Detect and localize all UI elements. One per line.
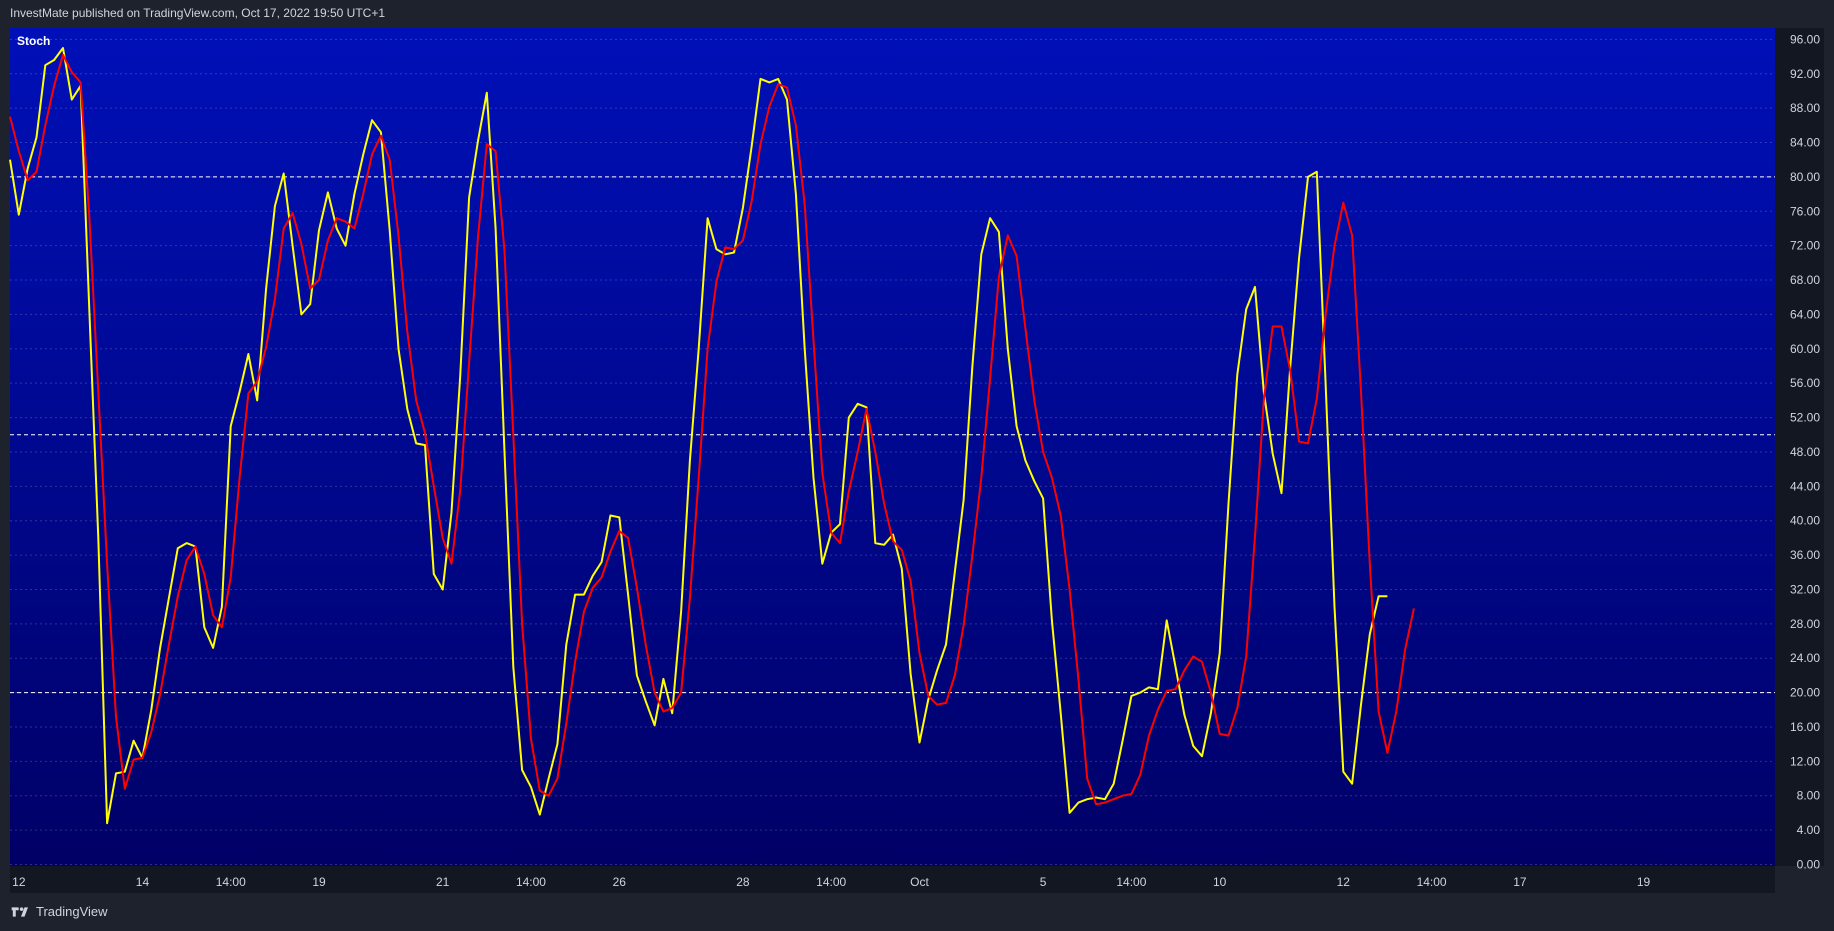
x-tick-label: 26 [613, 875, 627, 889]
publisher-caption: InvestMate published on TradingView.com,… [10, 6, 385, 20]
x-tick-label: 14:00 [1417, 875, 1447, 889]
y-tick-label: 36.00 [1790, 548, 1820, 562]
time-scale-background [10, 866, 1775, 893]
plot-background [10, 28, 1775, 866]
x-tick-label: 21 [436, 875, 450, 889]
series-layer [9, 47, 1415, 825]
x-tick-label: 14:00 [516, 875, 546, 889]
band-lines [10, 176, 1775, 694]
y-tick-label: 0.00 [1797, 858, 1821, 872]
y-tick-label: 16.00 [1790, 720, 1820, 734]
y-tick-label: 12.00 [1790, 754, 1820, 768]
y-tick-label: 44.00 [1790, 479, 1820, 493]
y-tick-label: 64.00 [1790, 307, 1820, 321]
x-tick-label: 14:00 [216, 875, 246, 889]
x-tick-label: 17 [1513, 875, 1527, 889]
stoch-chart[interactable]: Stoch 96.00 92.00 88.00 84.00 80.00 76.00 72.0… [0, 0, 1834, 900]
x-tick-label: Oct [910, 875, 929, 889]
y-tick-label: 72.00 [1790, 239, 1820, 253]
y-tick-label: 4.00 [1797, 823, 1821, 837]
y-tick-label: 28.00 [1790, 617, 1820, 631]
y-tick-label: 48.00 [1790, 445, 1820, 459]
x-tick-label: 10 [1213, 875, 1227, 889]
y-tick-label: 20.00 [1790, 686, 1820, 700]
x-tick-label: 12 [1337, 875, 1351, 889]
price-scale-background [1775, 28, 1824, 866]
series-line-d [9, 53, 1415, 806]
x-axis[interactable]: 12 14 14:00 19 21 14:00 26 28 14:00 Oct 5 14:00 10 12… [12, 875, 1650, 889]
y-tick-label: 40.00 [1790, 514, 1820, 528]
y-tick-label: 24.00 [1790, 651, 1820, 665]
x-tick-label: 28 [736, 875, 750, 889]
y-tick-label: 52.00 [1790, 411, 1820, 425]
y-tick-label: 80.00 [1790, 170, 1820, 184]
x-tick-label: 12 [12, 875, 26, 889]
indicator-label: Stoch [17, 34, 50, 48]
footer-brand: TradingView [36, 904, 108, 919]
x-tick-label: 14 [136, 875, 150, 889]
x-tick-label: 19 [312, 875, 326, 889]
tradingview-logo-icon [11, 906, 28, 917]
y-tick-label: 92.00 [1790, 67, 1820, 81]
footer: TradingView [10, 904, 108, 919]
x-tick-label: 14:00 [1116, 875, 1146, 889]
y-axis[interactable]: 96.00 92.00 88.00 84.00 80.00 76.00 72.00 68.00… [1790, 32, 1820, 871]
x-tick-label: 14:00 [816, 875, 846, 889]
y-tick-label: 68.00 [1790, 273, 1820, 287]
x-tick-label: 5 [1040, 875, 1047, 889]
y-tick-label: 76.00 [1790, 204, 1820, 218]
y-tick-label: 84.00 [1790, 136, 1820, 150]
y-tick-label: 32.00 [1790, 582, 1820, 596]
x-tick-label: 19 [1637, 875, 1651, 889]
y-tick-label: 96.00 [1790, 32, 1820, 46]
y-tick-label: 60.00 [1790, 342, 1820, 356]
series-line-k [9, 47, 1388, 825]
y-tick-label: 56.00 [1790, 376, 1820, 390]
y-tick-label: 88.00 [1790, 101, 1820, 115]
y-tick-label: 8.00 [1797, 789, 1821, 803]
